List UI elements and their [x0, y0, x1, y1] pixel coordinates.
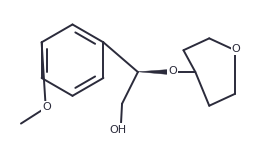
Polygon shape — [138, 69, 172, 75]
Text: OH: OH — [109, 124, 127, 135]
Text: O: O — [168, 66, 177, 76]
Text: O: O — [232, 44, 240, 54]
Text: O: O — [42, 102, 51, 112]
